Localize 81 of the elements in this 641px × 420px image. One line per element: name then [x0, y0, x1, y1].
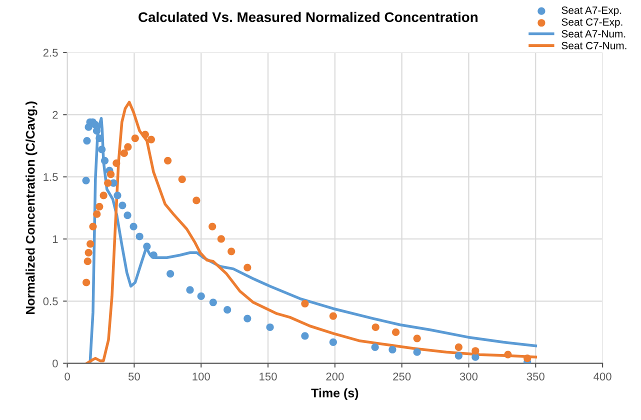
point	[472, 347, 480, 355]
point	[228, 248, 236, 256]
point	[192, 196, 200, 204]
point	[100, 192, 108, 200]
legend-label: Seat C7-Num.	[562, 42, 626, 50]
point	[186, 286, 194, 294]
point	[178, 176, 186, 184]
point	[114, 192, 122, 200]
point	[118, 202, 126, 210]
point	[92, 127, 101, 135]
point	[388, 346, 396, 354]
x-tick-label: 50	[128, 372, 140, 380]
point	[104, 179, 112, 187]
point	[100, 156, 109, 164]
legend-label: Seat A7-Num.	[562, 30, 626, 38]
point	[372, 323, 380, 332]
point	[266, 323, 274, 332]
point	[112, 159, 120, 167]
point	[209, 298, 217, 306]
x-tick-label: 0	[64, 372, 70, 380]
y-tick-label: 2.5	[43, 48, 58, 57]
point	[392, 328, 400, 336]
y-tick-label: 0.5	[43, 297, 58, 306]
point	[329, 312, 337, 320]
x-tick-label: 250	[393, 372, 411, 380]
legend-label: Seat C7-Exp.	[562, 18, 622, 28]
point	[96, 202, 104, 210]
x-tick-label: 200	[326, 372, 344, 380]
point	[91, 120, 99, 128]
point	[301, 332, 309, 340]
point	[454, 352, 462, 360]
x-tick-label: 400	[594, 372, 612, 380]
point	[120, 149, 128, 157]
point	[98, 146, 106, 154]
point	[224, 306, 232, 314]
point	[166, 270, 174, 278]
point	[524, 354, 532, 362]
point	[472, 353, 480, 361]
point	[413, 334, 421, 342]
point	[329, 338, 337, 346]
point	[454, 343, 462, 351]
point	[244, 264, 252, 272]
point	[244, 314, 252, 322]
x-axis-title: Time (s)	[311, 388, 358, 400]
point	[124, 212, 132, 220]
point	[301, 300, 309, 308]
point	[141, 130, 149, 138]
point	[131, 134, 139, 142]
point	[136, 232, 144, 240]
point	[84, 258, 92, 266]
point	[413, 348, 421, 356]
x-tick-label: 350	[526, 372, 544, 380]
point	[504, 350, 512, 358]
point	[371, 343, 379, 351]
x-tick-label: 300	[460, 372, 478, 380]
point	[82, 176, 90, 184]
point	[124, 143, 132, 151]
point	[89, 222, 97, 230]
x-tick-label: 100	[192, 372, 210, 380]
point	[130, 222, 138, 230]
y-axis-title: Normalized Concentration (C/Cavg.)	[26, 102, 38, 314]
point	[106, 170, 115, 178]
y-tick-label: 1	[52, 235, 58, 244]
point	[197, 292, 205, 300]
y-tick-label: 0	[52, 360, 58, 368]
x-tick-label: 150	[260, 372, 277, 380]
point	[83, 136, 91, 145]
point	[82, 278, 90, 286]
point	[150, 251, 158, 259]
y-tick-label: 1.5	[44, 173, 58, 181]
legend-label: Seat A7-Exp.	[562, 6, 622, 16]
point	[84, 248, 92, 256]
point	[208, 222, 216, 230]
chart-title: Calculated Vs. Measured Normalized Concentration	[138, 12, 478, 22]
point	[93, 210, 101, 218]
point	[217, 235, 225, 243]
point	[164, 156, 172, 164]
point	[86, 240, 94, 248]
point	[143, 242, 151, 250]
point	[147, 136, 156, 144]
y-tick-label: 2	[52, 110, 58, 119]
